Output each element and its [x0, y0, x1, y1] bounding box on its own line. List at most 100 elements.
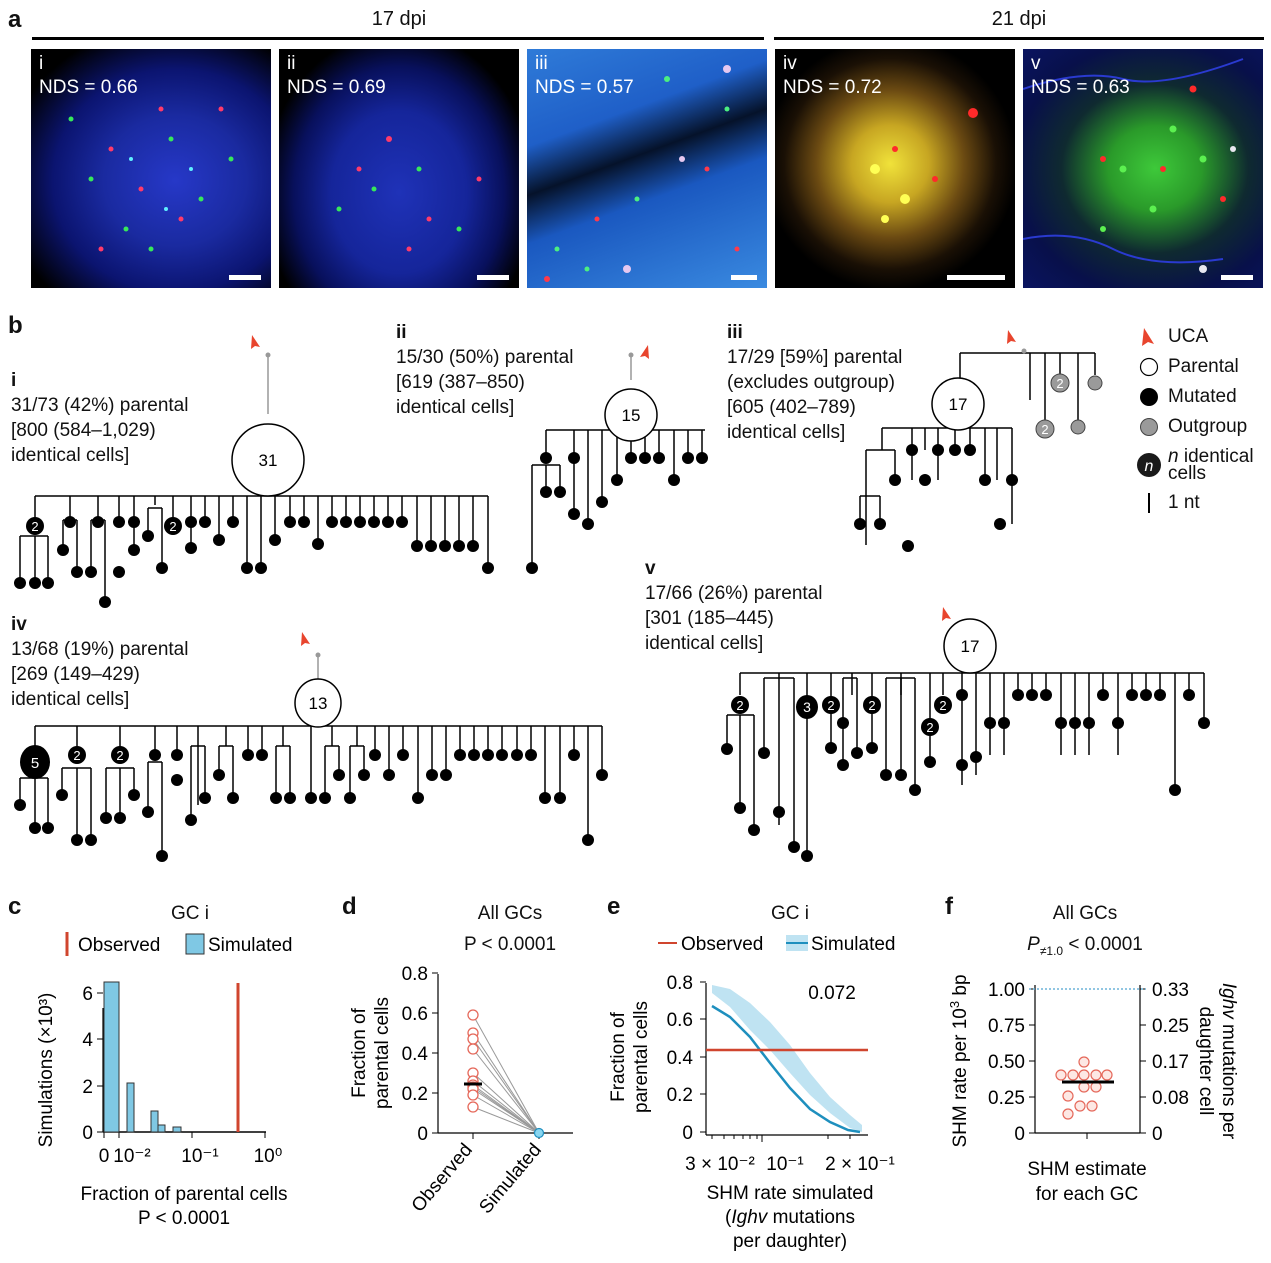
tree-v-caption: v 17/66 (26%) parental [301 (185–445) id…	[645, 556, 822, 656]
svg-text:n: n	[1145, 458, 1154, 475]
tree-i-roman: i	[11, 370, 17, 391]
panel-f-ylabel-right-2: daughter cell	[1195, 1007, 1216, 1116]
svg-text:2 × 10⁻¹: 2 × 10⁻¹	[825, 1154, 895, 1175]
panel-b-letter: b	[8, 312, 23, 339]
scale-bar	[1221, 275, 1253, 280]
filled-circle-icon	[1130, 387, 1168, 407]
svg-text:2: 2	[827, 698, 834, 713]
svg-text:0.25: 0.25	[1152, 1016, 1189, 1037]
svg-text:0.75: 0.75	[988, 1016, 1025, 1037]
n-count-circle-icon: n	[1130, 452, 1168, 478]
svg-text:0: 0	[1014, 1124, 1025, 1145]
svg-text:0.2: 0.2	[402, 1084, 428, 1105]
legend-mutated: Mutated	[1130, 382, 1254, 412]
cell-dots-v	[1023, 58, 1244, 273]
uca-arrow-icon	[301, 632, 310, 646]
legend-uca-label: UCA	[1168, 326, 1209, 347]
panel-a-letter: a	[8, 6, 22, 33]
micrograph-v: v NDS = 0.63	[1023, 49, 1263, 288]
panel-d-ylabel-2: parental cells	[372, 997, 393, 1109]
svg-text:2: 2	[82, 1077, 93, 1098]
micrograph-ii-nds: NDS = 0.69	[287, 77, 386, 98]
panel-f-xlabel-2: for each GC	[1036, 1184, 1138, 1205]
panel-d-pvalue: P < 0.0001	[463, 934, 557, 955]
tree-ii-line2: [619 (387–850)	[396, 372, 525, 393]
legend-n-label1: identical	[1183, 446, 1254, 467]
svg-text:2: 2	[736, 698, 743, 713]
tree-iii-line3: [605 (402–789)	[727, 397, 856, 418]
tree-legend: UCA Parental Mutated Outgroup n n identi…	[1130, 322, 1254, 518]
svg-text:0.6: 0.6	[667, 1010, 693, 1031]
legend-observed: Observed	[78, 935, 160, 956]
tree-iv-line2: [269 (149–429)	[11, 664, 140, 685]
tree-ii-caption: ii 15/30 (50%) parental [619 (387–850) i…	[396, 320, 573, 420]
legend-simulated: Simulated	[208, 935, 293, 956]
cell-dots-ii	[336, 136, 482, 252]
svg-text:1.00: 1.00	[988, 980, 1025, 1001]
micrograph-iv: iv NDS = 0.72	[775, 49, 1015, 288]
lineage-trees: 31 15 17 13 17	[14, 330, 1210, 862]
svg-text:0.25: 0.25	[988, 1088, 1025, 1109]
tree-iii-roman: iii	[727, 322, 743, 343]
svg-text:0.6: 0.6	[402, 1004, 428, 1025]
cell-dots-i	[68, 106, 234, 252]
legend-parental-label: Parental	[1168, 356, 1239, 377]
svg-text:0.8: 0.8	[402, 964, 428, 985]
legend-n-identical: n n identical cells	[1130, 442, 1254, 488]
svg-text:10⁻¹: 10⁻¹	[181, 1146, 219, 1167]
micrograph-iv-label: iv	[783, 53, 797, 74]
panel-d-letter: d	[342, 893, 357, 920]
panel-e-title: GC i	[771, 903, 809, 924]
micrograph-i-label: i	[39, 53, 44, 74]
legend-outgroup: Outgroup	[1130, 412, 1254, 442]
micrograph-ii-label: ii	[287, 53, 296, 74]
panel-d-xcat-simulated: Simulated	[475, 1140, 545, 1218]
uca-arrow-icon	[1130, 328, 1168, 346]
svg-text:0.17: 0.17	[1152, 1052, 1189, 1073]
svg-text:10⁻²: 10⁻²	[113, 1146, 151, 1167]
tree-i-root-count: 31	[259, 451, 278, 470]
dpi-21-label: 21 dpi	[991, 8, 1047, 30]
svg-text:2: 2	[1056, 376, 1063, 391]
panel-e-letter: e	[607, 893, 621, 920]
scale-bar	[229, 275, 261, 280]
svg-text:10⁰: 10⁰	[254, 1146, 283, 1167]
svg-text:0.2: 0.2	[667, 1085, 693, 1106]
svg-text:3: 3	[803, 699, 811, 715]
svg-text:2: 2	[926, 720, 933, 735]
tree-iv-line1: 13/68 (19%) parental	[11, 639, 189, 660]
dpi-21-rule	[774, 37, 1264, 40]
legend-1nt: 1 nt	[1130, 488, 1254, 518]
branch-scale-icon	[1130, 493, 1168, 513]
tree-v-line3: identical cells]	[645, 633, 764, 654]
svg-text:0.4: 0.4	[402, 1044, 429, 1065]
svg-text:4: 4	[82, 1030, 93, 1051]
dpi-17-rule	[32, 37, 764, 40]
cell-dots-iv	[870, 108, 978, 223]
micrograph-v-label: v	[1031, 53, 1041, 74]
micrograph-iii-label: iii	[535, 53, 548, 74]
tree-ii-root-count: 15	[622, 406, 641, 425]
panel-d-xcat-observed: Observed	[408, 1140, 477, 1217]
uca-arrow-icon	[942, 607, 951, 621]
legend-outgroup-label: Outgroup	[1168, 416, 1248, 437]
tree-i-line1: 31/73 (42%) parental	[11, 395, 189, 416]
svg-text:5: 5	[31, 755, 39, 772]
panel-e-xlabel-1: SHM rate simulated	[707, 1183, 874, 1204]
panel-c-chart: Observed Simulated 0 2 4 6 0 10⁻² 10⁻¹ 1…	[36, 932, 293, 1229]
tree-i-line2: [800 (584–1,029)	[11, 420, 156, 441]
tree-i-caption: i 31/73 (42%) parental [800 (584–1,029) …	[11, 368, 188, 468]
legend-mutated-label: Mutated	[1168, 386, 1237, 407]
scale-bar	[731, 275, 757, 280]
svg-text:0.8: 0.8	[667, 973, 693, 994]
legend-simulated: Simulated	[811, 934, 896, 955]
svg-text:2: 2	[116, 748, 123, 763]
svg-text:0: 0	[682, 1123, 693, 1144]
svg-text:0.08: 0.08	[1152, 1088, 1189, 1109]
tree-v-line2: [301 (185–445)	[645, 608, 774, 629]
panel-e-xlabel-3: per daughter)	[733, 1231, 847, 1252]
tree-ii-line3: identical cells]	[396, 397, 515, 418]
legend-1nt-label: 1 nt	[1168, 492, 1200, 513]
tree-iv-root-count: 13	[309, 694, 328, 713]
panel-e-ylabel-1: Fraction of	[608, 1011, 629, 1101]
